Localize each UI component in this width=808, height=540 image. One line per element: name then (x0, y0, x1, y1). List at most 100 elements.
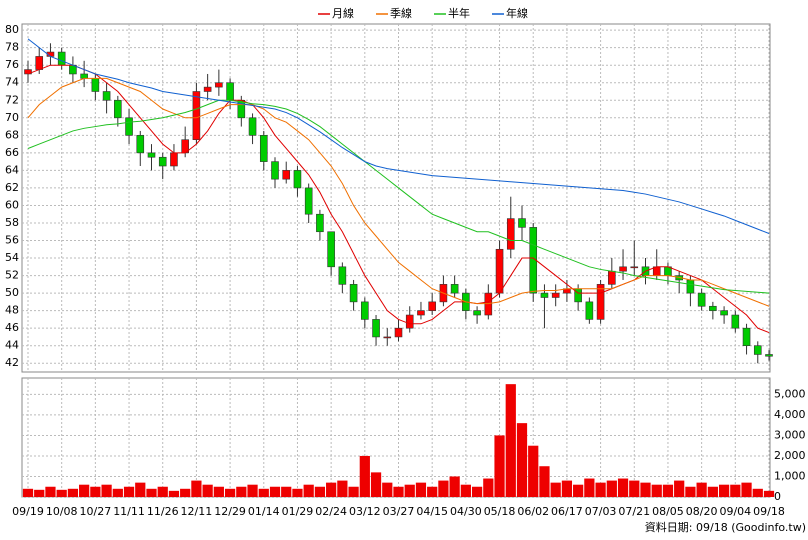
candle-body (405, 314, 414, 329)
x-tick-label: 06/02 (517, 505, 549, 518)
x-tick-label: 08/05 (652, 505, 684, 518)
x-tick-label: 12/11 (181, 505, 213, 518)
volume-bar (213, 486, 224, 497)
volume-bar (449, 476, 460, 497)
x-tick-label: 04/30 (450, 505, 482, 518)
x-tick-label: 04/15 (416, 505, 448, 518)
volume-bar (483, 478, 494, 497)
candle-body (709, 305, 717, 311)
candle-body (765, 354, 773, 357)
x-tick-label: 03/27 (383, 505, 415, 518)
x-tick-label: 11/26 (147, 505, 179, 518)
volume-bar (651, 484, 662, 497)
ma-line (27, 38, 770, 234)
y-tick-label: 66 (5, 146, 19, 159)
candle-body (293, 170, 302, 189)
x-tick-label: 06/17 (551, 505, 583, 518)
candle-body (551, 292, 560, 298)
candle-body (349, 284, 358, 303)
volume-bar (45, 486, 56, 497)
y-tick-label: 70 (5, 111, 19, 124)
volume-bar (157, 486, 168, 497)
volume-bar (314, 486, 326, 497)
x-tick-label: 01/14 (248, 505, 280, 518)
volume-bar (550, 482, 561, 497)
candle-body (102, 91, 111, 101)
candle-body (203, 86, 212, 92)
y-tick-label: 80 (5, 23, 19, 36)
volume-bar (404, 484, 415, 497)
legend-label: 年線 (506, 6, 528, 20)
y-tick-label: 56 (5, 234, 19, 247)
candle-body (585, 301, 594, 320)
candle-body (271, 161, 279, 180)
candle-body (158, 156, 167, 167)
volume-bar (56, 489, 67, 497)
volume-bar (516, 423, 528, 497)
x-tick-label: 09/04 (719, 505, 751, 518)
y2-tick-label: 0 (774, 490, 781, 503)
volume-bar (67, 488, 79, 497)
candle-body (170, 152, 178, 167)
volume-bar (370, 472, 382, 497)
x-tick-label: 11/11 (113, 505, 145, 518)
candle-body (720, 310, 728, 316)
candle-body (596, 284, 605, 320)
candle-body (394, 327, 403, 338)
volume-bar (112, 488, 123, 497)
candle-body (192, 91, 201, 141)
legend-label: 季線 (390, 6, 412, 20)
candle-body (259, 135, 268, 162)
volume-bar (640, 482, 651, 497)
volume-bar (629, 480, 640, 497)
volume-bar (236, 486, 247, 497)
volume-bar (528, 445, 539, 497)
candle-body (540, 292, 549, 298)
volume-bar (359, 455, 370, 497)
x-tick-label: 09/18 (753, 505, 785, 518)
y-tick-label: 42 (5, 356, 19, 369)
candle-body (731, 314, 740, 329)
y-tick-label: 74 (5, 76, 19, 89)
candle-body (35, 56, 44, 70)
y2-tick-label: 4,000 (774, 408, 806, 421)
candle-body (742, 327, 751, 347)
volume-bar (471, 486, 483, 497)
x-tick-label: 10/27 (80, 505, 112, 518)
x-tick-label: 07/03 (585, 505, 617, 518)
candle-body (327, 231, 335, 268)
volume-bar (101, 484, 112, 497)
candle-body (248, 117, 257, 136)
volume-bar (337, 480, 348, 497)
volume-bar (34, 489, 45, 497)
candle-body (608, 270, 616, 285)
y-tick-label: 46 (5, 321, 19, 334)
y-tick-label: 72 (5, 93, 19, 106)
volume-bar (595, 482, 606, 497)
volume-bar (292, 488, 303, 497)
x-tick-label: 12/29 (214, 505, 246, 518)
volume-bar (696, 482, 707, 497)
volume-bar (584, 478, 595, 497)
volume-bar (224, 488, 236, 497)
volume-bar (146, 488, 157, 497)
volume-bar (505, 384, 516, 497)
candle-body (630, 266, 639, 269)
volume-bar (718, 484, 730, 497)
candle-body (383, 336, 392, 339)
ma-line (27, 64, 770, 334)
volume-bar (247, 484, 258, 497)
volume-bar (460, 484, 471, 497)
candle-body (518, 218, 526, 228)
x-tick-label: 05/18 (484, 505, 516, 518)
volume-bar (326, 482, 337, 497)
volume-bar (730, 484, 741, 497)
price-frame (21, 23, 771, 373)
candle-body (686, 279, 695, 294)
candle-body (125, 117, 133, 136)
volume-bar (674, 480, 685, 497)
volume-bar (494, 435, 505, 497)
volume-frame (21, 377, 771, 498)
volume-bar (22, 488, 34, 497)
